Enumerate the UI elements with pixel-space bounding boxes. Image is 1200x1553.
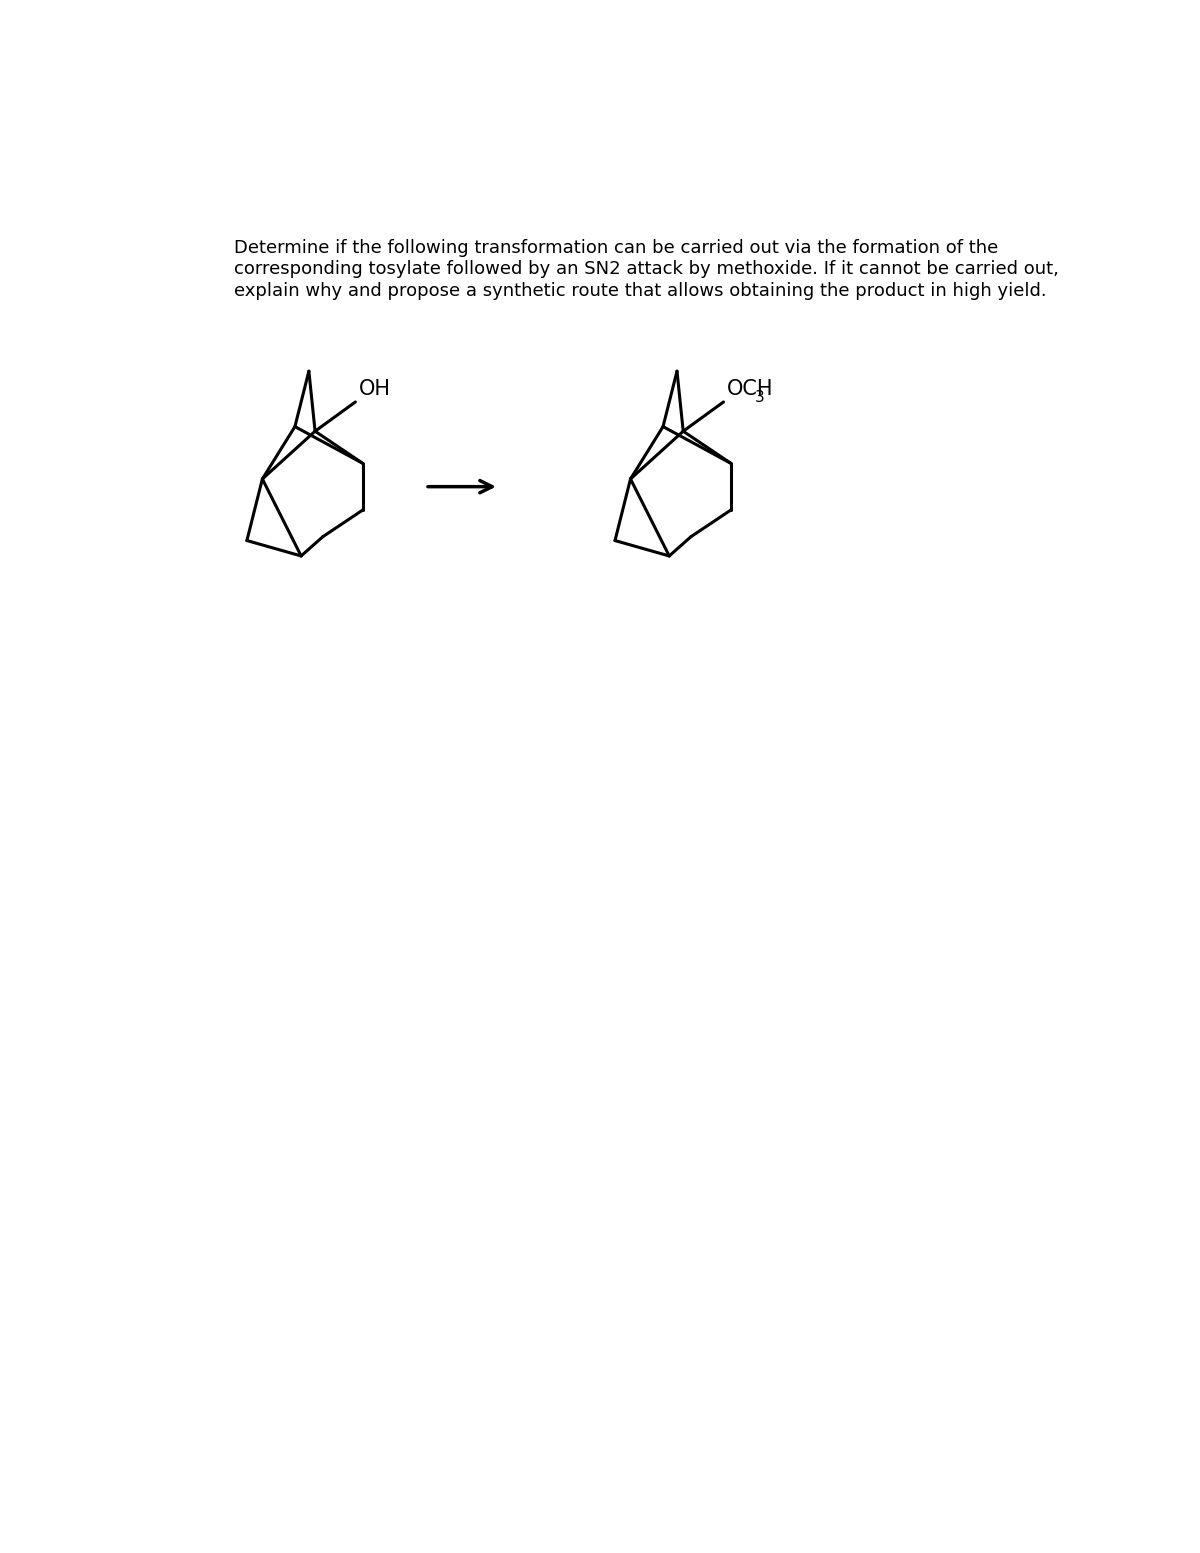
Text: corresponding tosylate followed by an SN2 attack by methoxide. If it cannot be c: corresponding tosylate followed by an SN…	[234, 261, 1058, 278]
Text: OCH: OCH	[727, 379, 773, 399]
Text: 3: 3	[755, 390, 764, 405]
Text: Determine if the following transformation can be carried out via the formation o: Determine if the following transformatio…	[234, 239, 998, 256]
Text: OH: OH	[359, 379, 390, 399]
Text: explain why and propose a synthetic route that allows obtaining the product in h: explain why and propose a synthetic rout…	[234, 281, 1046, 300]
